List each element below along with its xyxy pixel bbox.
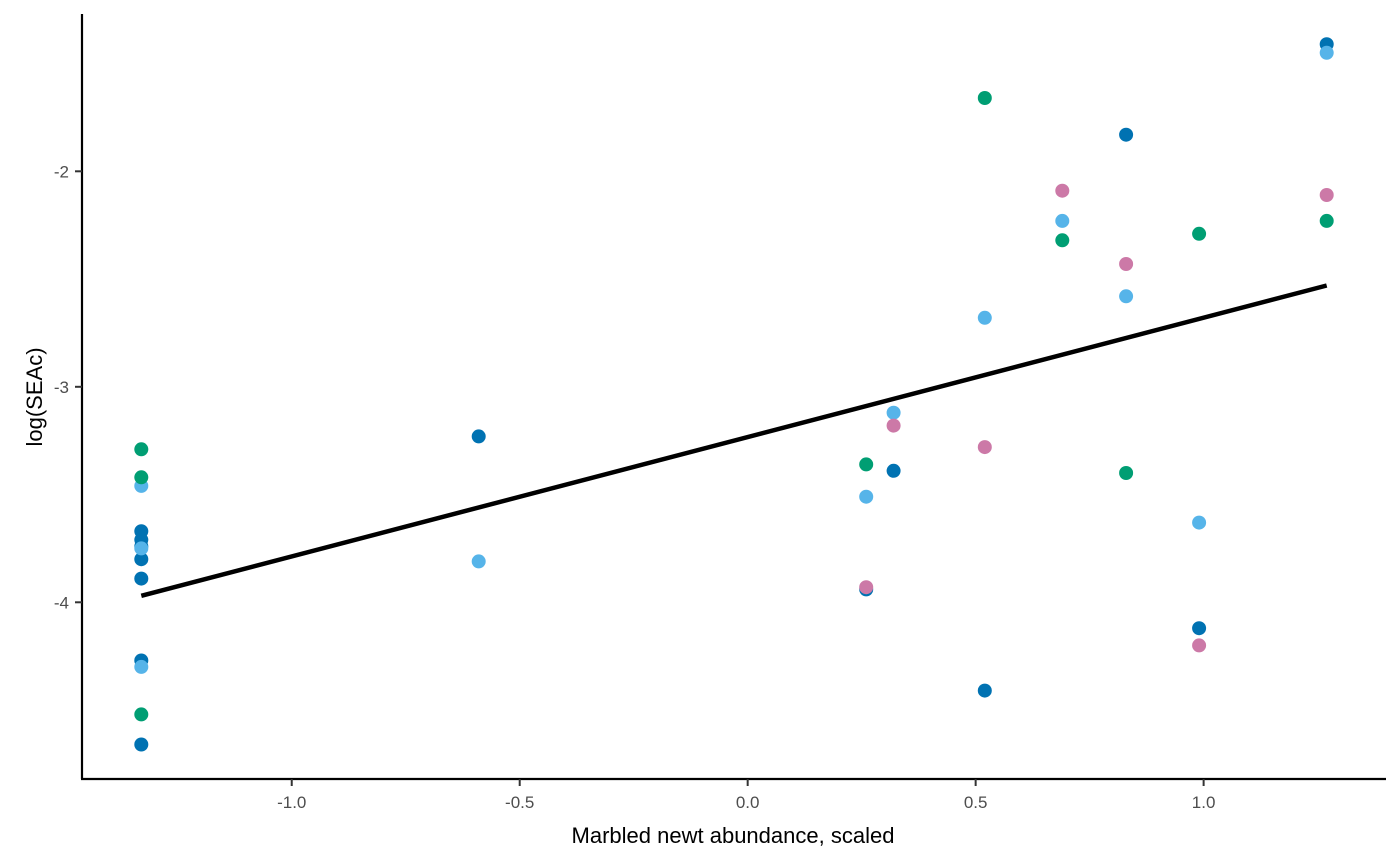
x-tick-label: 0.0 (736, 793, 760, 812)
x-ticks: -1.0 -0.5 0.0 0.5 1.0 (277, 779, 1215, 812)
trend-line (140, 283, 1328, 598)
data-point-s1-5 (886, 405, 901, 420)
x-tick-label: 0.5 (964, 793, 988, 812)
data-point-s2-0 (134, 442, 149, 457)
data-point-s0-12 (1192, 621, 1207, 636)
data-point-s1-8 (1119, 289, 1134, 304)
x-tick-label: 1.0 (1192, 793, 1216, 812)
data-point-s2-8 (1319, 213, 1334, 228)
y-tick-label: -4 (54, 593, 69, 612)
data-point-s1-4 (859, 489, 874, 504)
data-point-s0-4 (134, 571, 149, 586)
data-point-s2-7 (1192, 226, 1207, 241)
data-point-s3-4 (1119, 257, 1134, 271)
data-point-s1-10 (1319, 45, 1334, 60)
x-axis-title: Marbled newt abundance, scaled (572, 823, 895, 848)
x-tick-label: -1.0 (277, 793, 306, 812)
data-point-s0-9 (886, 463, 901, 478)
data-point-s2-2 (134, 707, 149, 722)
data-point-s1-7 (1055, 213, 1070, 228)
data-point-s1-2 (134, 659, 149, 674)
data-point-s1-9 (1192, 515, 1207, 530)
data-point-s3-3 (1055, 183, 1070, 198)
data-point-s0-3 (134, 552, 149, 567)
y-tick-label: -2 (54, 162, 69, 181)
y-ticks: -4 -3 -2 (54, 162, 82, 612)
data-point-s1-6 (977, 310, 992, 325)
x-tick-label: -0.5 (505, 793, 534, 812)
data-point-s3-2 (977, 440, 992, 455)
data-point-s3-1 (886, 418, 901, 433)
y-axis-title: log(SEAc) (22, 347, 47, 446)
data-point-s3-0 (859, 580, 874, 595)
axes-layer (80, 14, 1386, 781)
data-point-s2-6 (1119, 466, 1134, 480)
data-point-s2-1 (134, 470, 149, 485)
y-tick-label: -3 (54, 378, 69, 397)
points-layer (134, 37, 1334, 752)
data-point-s1-1 (134, 541, 149, 556)
data-point-s3-5 (1192, 638, 1207, 653)
data-point-s0-7 (471, 429, 486, 444)
data-point-s0-10 (977, 683, 992, 698)
data-point-s3-6 (1319, 188, 1334, 202)
data-point-s1-3 (471, 554, 486, 569)
data-point-s0-11 (1119, 127, 1134, 142)
data-point-s2-5 (1055, 233, 1070, 248)
data-point-s2-3 (859, 457, 874, 472)
data-point-s2-4 (977, 91, 992, 105)
data-point-s0-6 (134, 737, 149, 752)
trend-layer (140, 283, 1328, 598)
